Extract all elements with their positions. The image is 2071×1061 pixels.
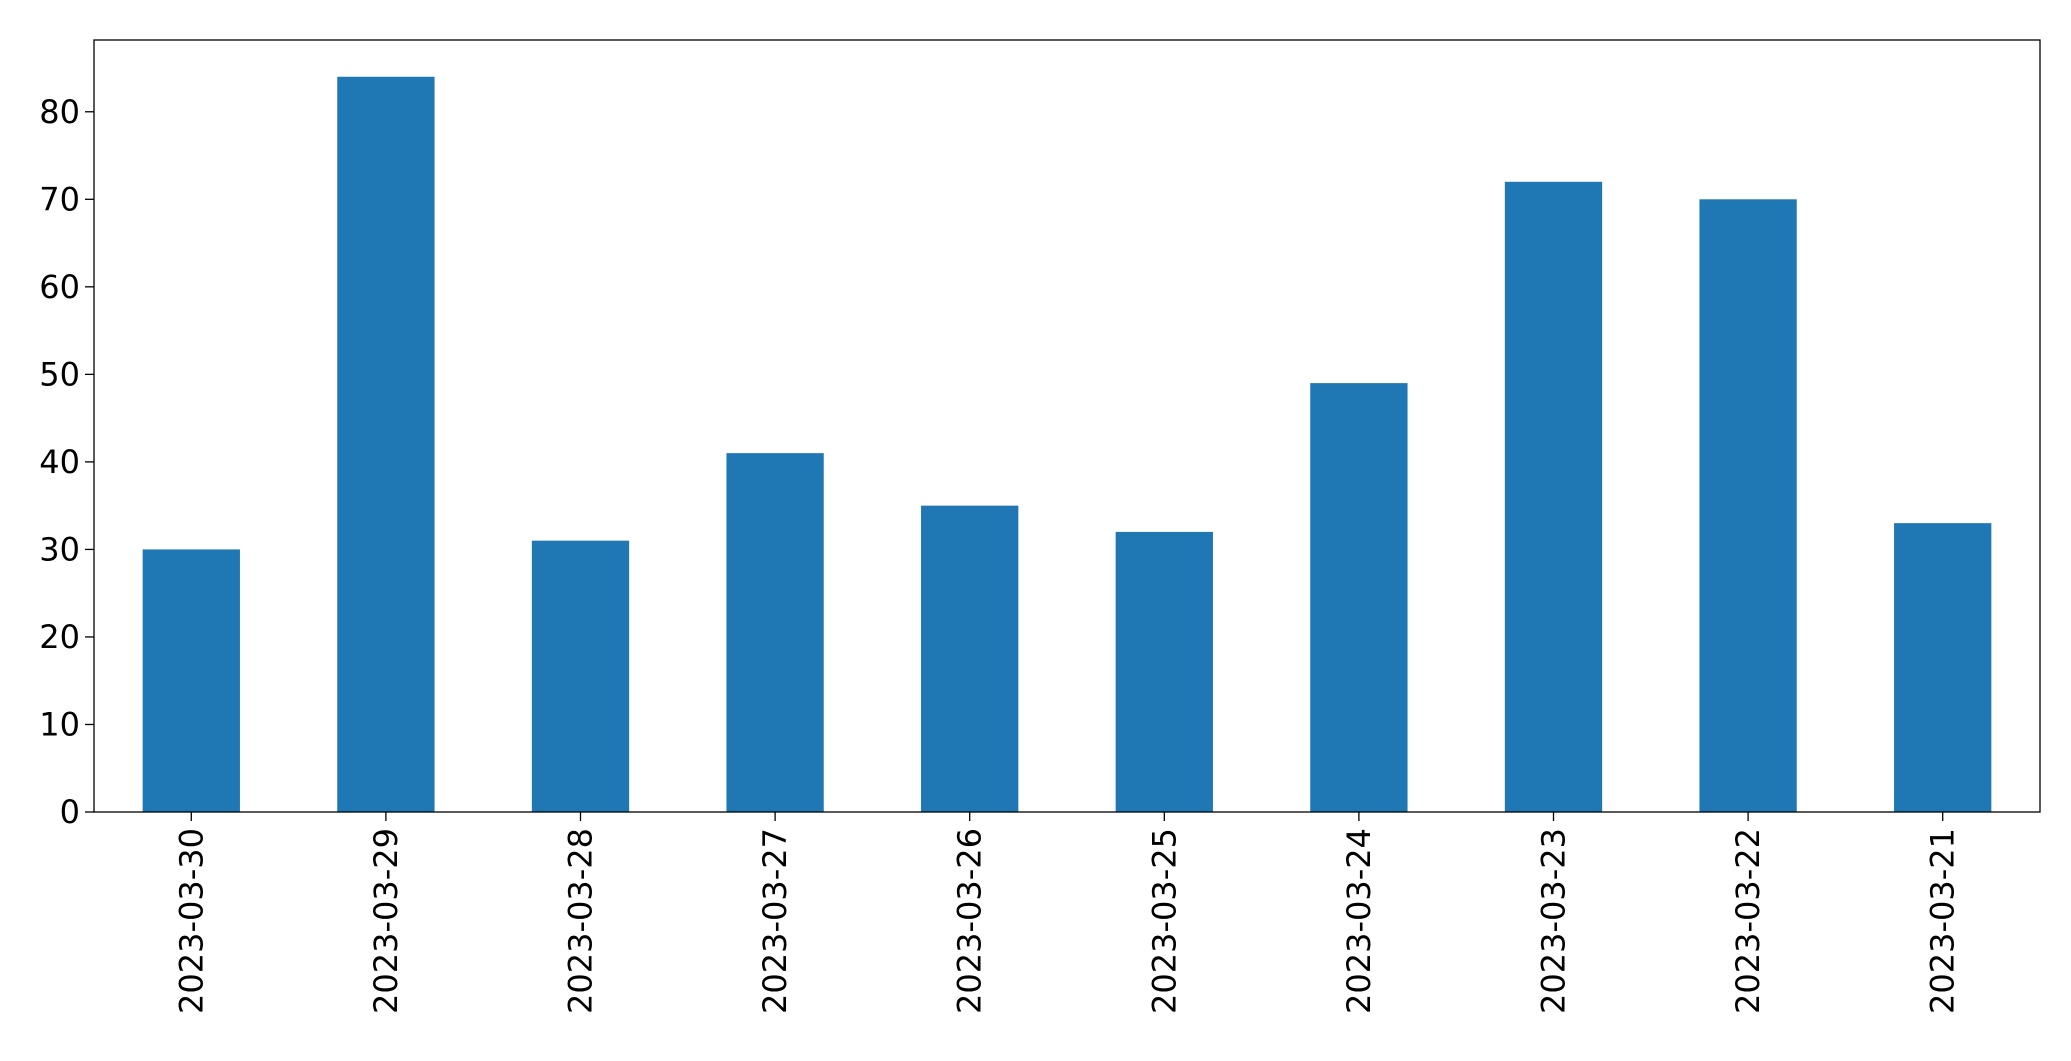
bar	[337, 76, 435, 812]
bar	[1699, 199, 1797, 813]
y-tick-label: 50	[39, 355, 80, 393]
bar	[1310, 383, 1408, 812]
y-tick-label: 10	[39, 705, 80, 743]
y-tick-label: 40	[39, 443, 80, 481]
x-tick-label: 2023-03-30	[172, 828, 210, 1014]
x-tick-label: 2023-03-25	[1145, 828, 1183, 1014]
bar	[921, 505, 1019, 812]
y-tick-label: 30	[39, 530, 80, 568]
y-tick-label: 60	[39, 268, 80, 306]
x-tick-label: 2023-03-21	[1924, 828, 1962, 1014]
x-tick-label: 2023-03-28	[562, 828, 600, 1014]
x-tick-label: 2023-03-29	[367, 828, 405, 1014]
bar	[726, 453, 824, 812]
bar	[1894, 523, 1992, 812]
x-tick-label: 2023-03-24	[1340, 828, 1378, 1014]
y-tick-label: 70	[39, 180, 80, 218]
bar	[531, 540, 630, 812]
bar	[1115, 531, 1213, 812]
bar	[142, 549, 240, 812]
plot-frame	[93, 39, 2041, 813]
y-tick-label: 20	[39, 618, 80, 656]
x-tick-label: 2023-03-22	[1729, 828, 1767, 1014]
x-tick-label: 2023-03-23	[1535, 828, 1573, 1014]
y-tick-label: 0	[60, 793, 80, 831]
x-tick-label: 2023-03-26	[951, 828, 989, 1014]
bar	[1504, 181, 1603, 813]
y-tick-label: 80	[39, 93, 80, 131]
x-tick-label: 2023-03-27	[756, 828, 794, 1014]
